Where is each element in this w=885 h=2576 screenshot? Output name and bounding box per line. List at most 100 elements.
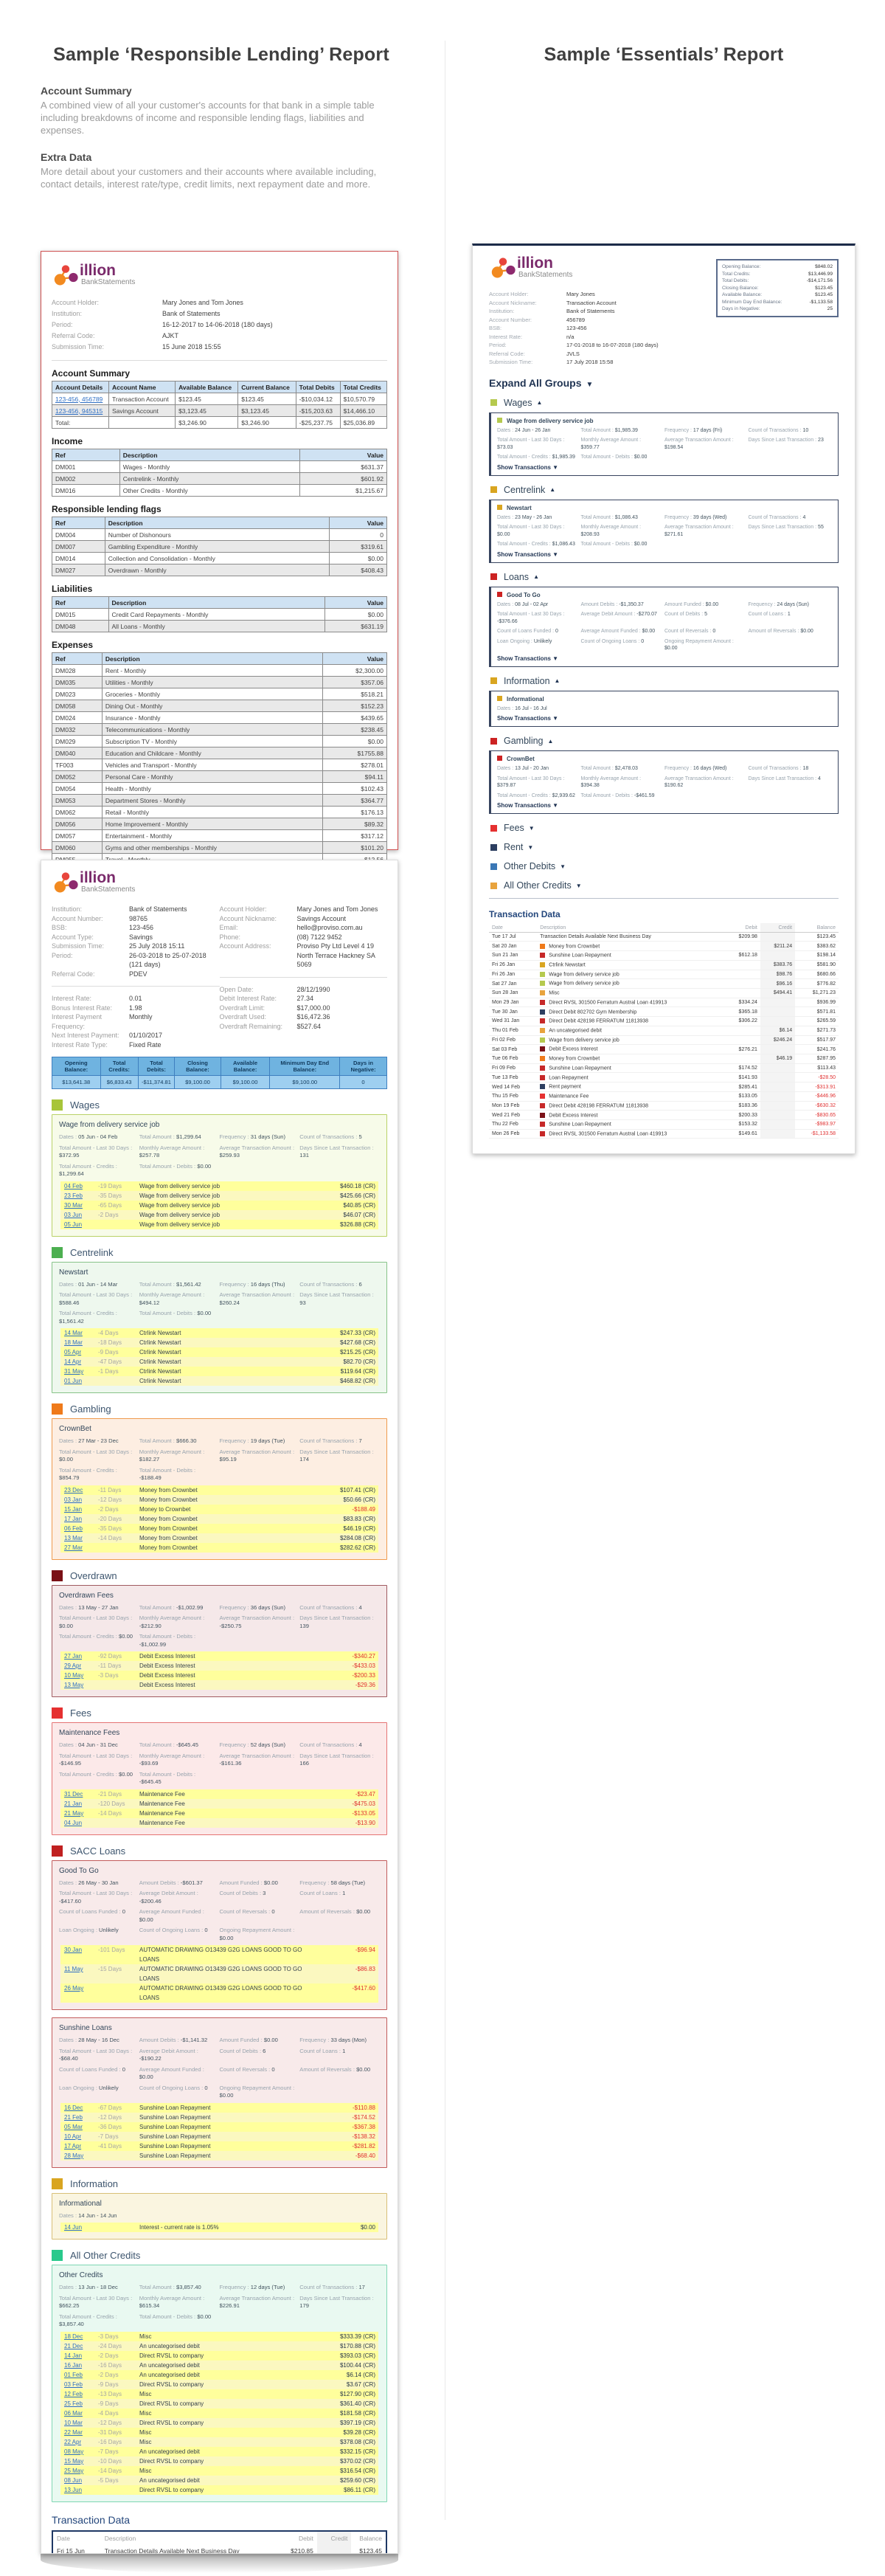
transaction-date-link[interactable]: 30 Mar — [64, 1201, 83, 1209]
transaction-date: 05 Apr — [60, 1347, 98, 1357]
transaction-date-link[interactable]: 23 Feb — [64, 1192, 83, 1199]
transaction-date-link[interactable]: 14 Apr — [64, 1358, 82, 1365]
transaction-date-link[interactable]: 22 Mar — [64, 2428, 83, 2436]
transaction-date-link[interactable]: 01 Feb — [64, 2371, 83, 2378]
transaction-date-link[interactable]: 17 Apr — [64, 2142, 82, 2149]
transaction-date-link[interactable]: 01 Jun — [64, 1378, 83, 1384]
transaction-date: 31 May — [60, 1367, 98, 1376]
transaction-date-link[interactable]: 13 May — [64, 1682, 84, 1688]
transaction-days: -9 Days — [98, 2400, 119, 2407]
section-toggle[interactable]: All Other Credits ▼ — [490, 880, 839, 891]
transaction-date-link[interactable]: 13 Jun — [64, 2486, 83, 2493]
transaction-date-link[interactable]: 15 Jan — [64, 1505, 83, 1513]
summary-label: Amount Funded : — [219, 2037, 264, 2043]
transaction-date-link[interactable]: 27 Mar — [64, 1544, 83, 1551]
transaction-date-link[interactable]: 17 Jan — [64, 1515, 83, 1522]
detail-value: Monthly — [129, 1013, 153, 1021]
summary-box-row: Total Debits: -$14,171.56 — [722, 277, 833, 285]
transaction-date-link[interactable]: 18 Mar — [64, 1339, 83, 1346]
transaction-date-link[interactable]: 18 Dec — [64, 2332, 83, 2340]
transaction-date-link[interactable]: 04 Jun — [64, 1819, 83, 1826]
transaction-date-link[interactable]: 30 Jan — [64, 1947, 83, 1953]
transaction-description: Wage from delivery service job — [139, 1182, 221, 1189]
transaction-amount: -$133.05 — [352, 1809, 375, 1817]
transaction-date-link[interactable]: 10 May — [64, 1672, 84, 1679]
transaction-date-link[interactable]: 16 Dec — [64, 2104, 83, 2111]
transaction-date-link[interactable]: 27 Jan — [64, 1653, 83, 1660]
summary-label: Dates : — [59, 2284, 79, 2290]
transaction-date-link[interactable]: 28 May — [64, 2152, 84, 2159]
transaction-date-link[interactable]: 03 Jun — [64, 1211, 83, 1218]
summary-value: 39 days (Wed) — [693, 514, 727, 520]
section-toggle[interactable]: Other Debits ▼ — [490, 861, 839, 871]
transaction-date-link[interactable]: 21 Dec — [64, 2342, 83, 2349]
summary-field: Frequency : 17 days (Fri) — [664, 427, 749, 435]
account-link[interactable]: 123-456, 456789 — [55, 395, 103, 403]
transaction-date-link[interactable]: 13 Mar — [64, 1534, 83, 1541]
transaction-date-link[interactable]: 05 Apr — [64, 1349, 82, 1356]
group-summary: Dates : 08 Jul - 02 Apr Amount Debits : -… — [497, 601, 832, 652]
transaction-date-link[interactable]: 26 May — [64, 1985, 84, 1992]
transaction-row: 03 Jun -2 Days Wage from delivery service … — [60, 1209, 378, 1220]
transaction-date-link[interactable]: 12 Feb — [64, 2390, 83, 2397]
summary-label: Average Debit Amount : — [139, 1890, 198, 1896]
transaction-date-link[interactable]: 14 Jan — [64, 2352, 83, 2359]
account-link[interactable]: 123-456, 945315 — [55, 407, 103, 415]
column-header: Value — [328, 517, 388, 529]
section-toggle[interactable]: Centrelink ▲ — [490, 485, 839, 495]
credit-amount — [760, 950, 796, 961]
chevron-up-icon: ▲ — [549, 486, 556, 493]
transaction-date-link[interactable]: 16 Jan — [64, 2361, 83, 2369]
transaction-date-link[interactable]: 22 Apr — [64, 2438, 82, 2445]
table-row: DM007 Gambling Expenditure - Monthly $319.… — [52, 540, 388, 553]
section-toggle[interactable]: Fees ▼ — [490, 823, 839, 833]
show-transactions-button[interactable]: Show Transactions ▼ — [497, 715, 559, 722]
category-color-icon — [490, 737, 497, 745]
section-toggle[interactable]: Wages ▲ — [490, 398, 839, 408]
transaction-date-link[interactable]: 10 Apr — [64, 2133, 82, 2140]
detail-label: Referral Code: — [489, 350, 525, 357]
transaction-date: 28 May — [60, 2151, 98, 2161]
transaction-date-link[interactable]: 25 Feb — [64, 2400, 83, 2407]
transaction-date-link[interactable]: 04 Feb — [64, 1182, 83, 1189]
summary-value: $259.93 — [219, 1152, 240, 1158]
transaction-days: -35 Days — [98, 1524, 122, 1532]
transaction-description: AUTOMATIC DRAWING O13439 G2G LOANS GOOD … — [139, 1985, 302, 2001]
transaction-date-link[interactable]: 29 Apr — [64, 1662, 82, 1669]
transaction-date-link[interactable]: 06 Mar — [64, 2409, 83, 2417]
transaction-date-link[interactable]: 23 Dec — [64, 1486, 83, 1494]
section-toggle[interactable]: Loans ▲ — [490, 572, 839, 582]
section-toggle[interactable]: Information ▲ — [490, 676, 839, 686]
transaction-date-link[interactable]: 10 Mar — [64, 2419, 83, 2426]
summary-row: Total Amount - Credits : $0.00 Total Amou… — [59, 1633, 380, 1648]
transaction-date-link[interactable]: 15 May — [64, 2457, 84, 2465]
transaction-date-link[interactable]: 08 May — [64, 2448, 84, 2455]
transaction-days: -14 Days — [98, 1809, 122, 1817]
transaction-date-link[interactable]: 31 Dec — [64, 1790, 83, 1798]
transaction-date-link[interactable]: 21 May — [64, 1809, 84, 1817]
transaction-date-link[interactable]: 21 Jan — [64, 1800, 83, 1807]
transaction-date-link[interactable]: 31 May — [64, 1368, 84, 1375]
show-transactions-button[interactable]: Show Transactions ▼ — [497, 655, 559, 662]
transaction-date: 10 Apr — [60, 2132, 98, 2141]
transaction-date-link[interactable]: 03 Feb — [64, 2380, 83, 2388]
show-transactions-button[interactable]: Show Transactions ▼ — [497, 802, 559, 809]
transaction-date-link[interactable]: 06 Feb — [64, 1524, 83, 1532]
summary-value: 05 Jun - 04 Feb — [78, 1133, 118, 1140]
transaction-date-link[interactable]: 25 May — [64, 2467, 84, 2474]
transaction-date-link[interactable]: 11 May — [64, 1966, 83, 1972]
transaction-date-link[interactable]: 05 Jun — [64, 1220, 83, 1228]
transaction-description: Direct RVSL to company — [139, 2352, 204, 2359]
transaction-date-link[interactable]: 08 Jun — [64, 2476, 83, 2484]
transaction-date-link[interactable]: 14 Jun — [64, 2224, 83, 2231]
show-transactions-button[interactable]: Show Transactions ▼ — [497, 463, 559, 471]
section-toggle[interactable]: Rent ▼ — [490, 842, 839, 852]
transaction-date-link[interactable]: 21 Feb — [64, 2113, 83, 2121]
section-toggle[interactable]: Gambling ▲ — [490, 736, 839, 746]
transaction-date-link[interactable]: 14 Mar — [64, 1330, 83, 1336]
transaction-date-link[interactable]: 05 Mar — [64, 2123, 83, 2130]
detail-row: BSB: 123-456 — [489, 324, 659, 333]
show-transactions-button[interactable]: Show Transactions ▼ — [497, 550, 559, 558]
transaction-date-link[interactable]: 03 Jan — [64, 1496, 83, 1503]
expand-all-groups-button[interactable]: Expand All Groups ▼ — [489, 376, 594, 389]
